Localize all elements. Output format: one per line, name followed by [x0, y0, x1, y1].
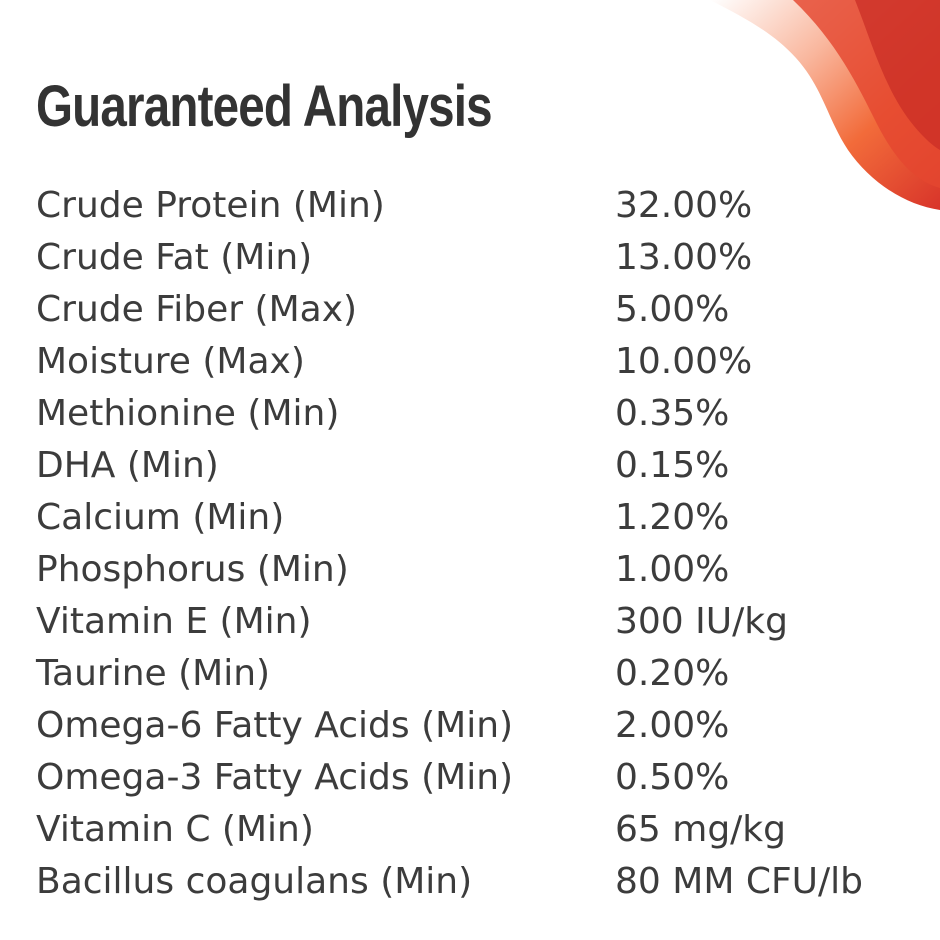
nutrient-value: 2.00%	[615, 705, 730, 746]
nutrient-value: 0.15%	[615, 445, 730, 486]
nutrient-name: Moisture (Max)	[36, 341, 305, 382]
analysis-title: Guaranteed Analysis	[36, 74, 493, 139]
nutrient-value: 0.20%	[615, 653, 730, 694]
analysis-row-vitamin-c: Vitamin C (Min) 65 mg/kg	[36, 804, 916, 856]
nutrient-name: Omega-6 Fatty Acids (Min)	[36, 705, 514, 746]
analysis-row-dha: DHA (Min) 0.15%	[36, 440, 916, 492]
analysis-row-omega-3: Omega-3 Fatty Acids (Min) 0.50%	[36, 752, 916, 804]
analysis-row-crude-protein: Crude Protein (Min) 32.00%	[36, 180, 916, 232]
nutrient-name: Crude Fiber (Max)	[36, 289, 358, 330]
nutrient-value: 65 mg/kg	[615, 809, 786, 850]
nutrient-value: 10.00%	[615, 341, 753, 382]
nutrient-name: Crude Protein (Min)	[36, 185, 385, 226]
guaranteed-analysis-table: Crude Protein (Min) 32.00% Crude Fat (Mi…	[36, 180, 916, 908]
nutrient-name: Methionine (Min)	[36, 393, 340, 434]
analysis-row-crude-fat: Crude Fat (Min) 13.00%	[36, 232, 916, 284]
nutrient-value: 0.35%	[615, 393, 730, 434]
nutrient-name: Taurine (Min)	[36, 653, 271, 694]
nutrient-value: 5.00%	[615, 289, 730, 330]
nutrient-name: Vitamin E (Min)	[36, 601, 312, 642]
nutrient-name: Crude Fat (Min)	[36, 237, 313, 278]
nutrient-name: Bacillus coagulans (Min)	[36, 861, 473, 902]
nutrient-value: 1.00%	[615, 549, 730, 590]
nutrient-value: 300 IU/kg	[615, 601, 788, 642]
nutrient-name: Vitamin C (Min)	[36, 809, 314, 850]
nutrient-value: 1.20%	[615, 497, 730, 538]
nutrient-value: 13.00%	[615, 237, 753, 278]
analysis-row-taurine: Taurine (Min) 0.20%	[36, 648, 916, 700]
analysis-row-bacillus-coagulans: Bacillus coagulans (Min) 80 MM CFU/lb	[36, 856, 916, 908]
nutrient-value: 32.00%	[615, 185, 753, 226]
nutrient-name: Phosphorus (Min)	[36, 549, 349, 590]
nutrient-name: DHA (Min)	[36, 445, 219, 486]
analysis-row-moisture: Moisture (Max) 10.00%	[36, 336, 916, 388]
analysis-row-vitamin-e: Vitamin E (Min) 300 IU/kg	[36, 596, 916, 648]
analysis-row-phosphorus: Phosphorus (Min) 1.00%	[36, 544, 916, 596]
analysis-row-methionine: Methionine (Min) 0.35%	[36, 388, 916, 440]
nutrient-name: Calcium (Min)	[36, 497, 285, 538]
nutrient-value: 0.50%	[615, 757, 730, 798]
nutrient-name: Omega-3 Fatty Acids (Min)	[36, 757, 514, 798]
analysis-row-omega-6: Omega-6 Fatty Acids (Min) 2.00%	[36, 700, 916, 752]
analysis-row-calcium: Calcium (Min) 1.20%	[36, 492, 916, 544]
nutrient-value: 80 MM CFU/lb	[615, 861, 863, 902]
analysis-row-crude-fiber: Crude Fiber (Max) 5.00%	[36, 284, 916, 336]
